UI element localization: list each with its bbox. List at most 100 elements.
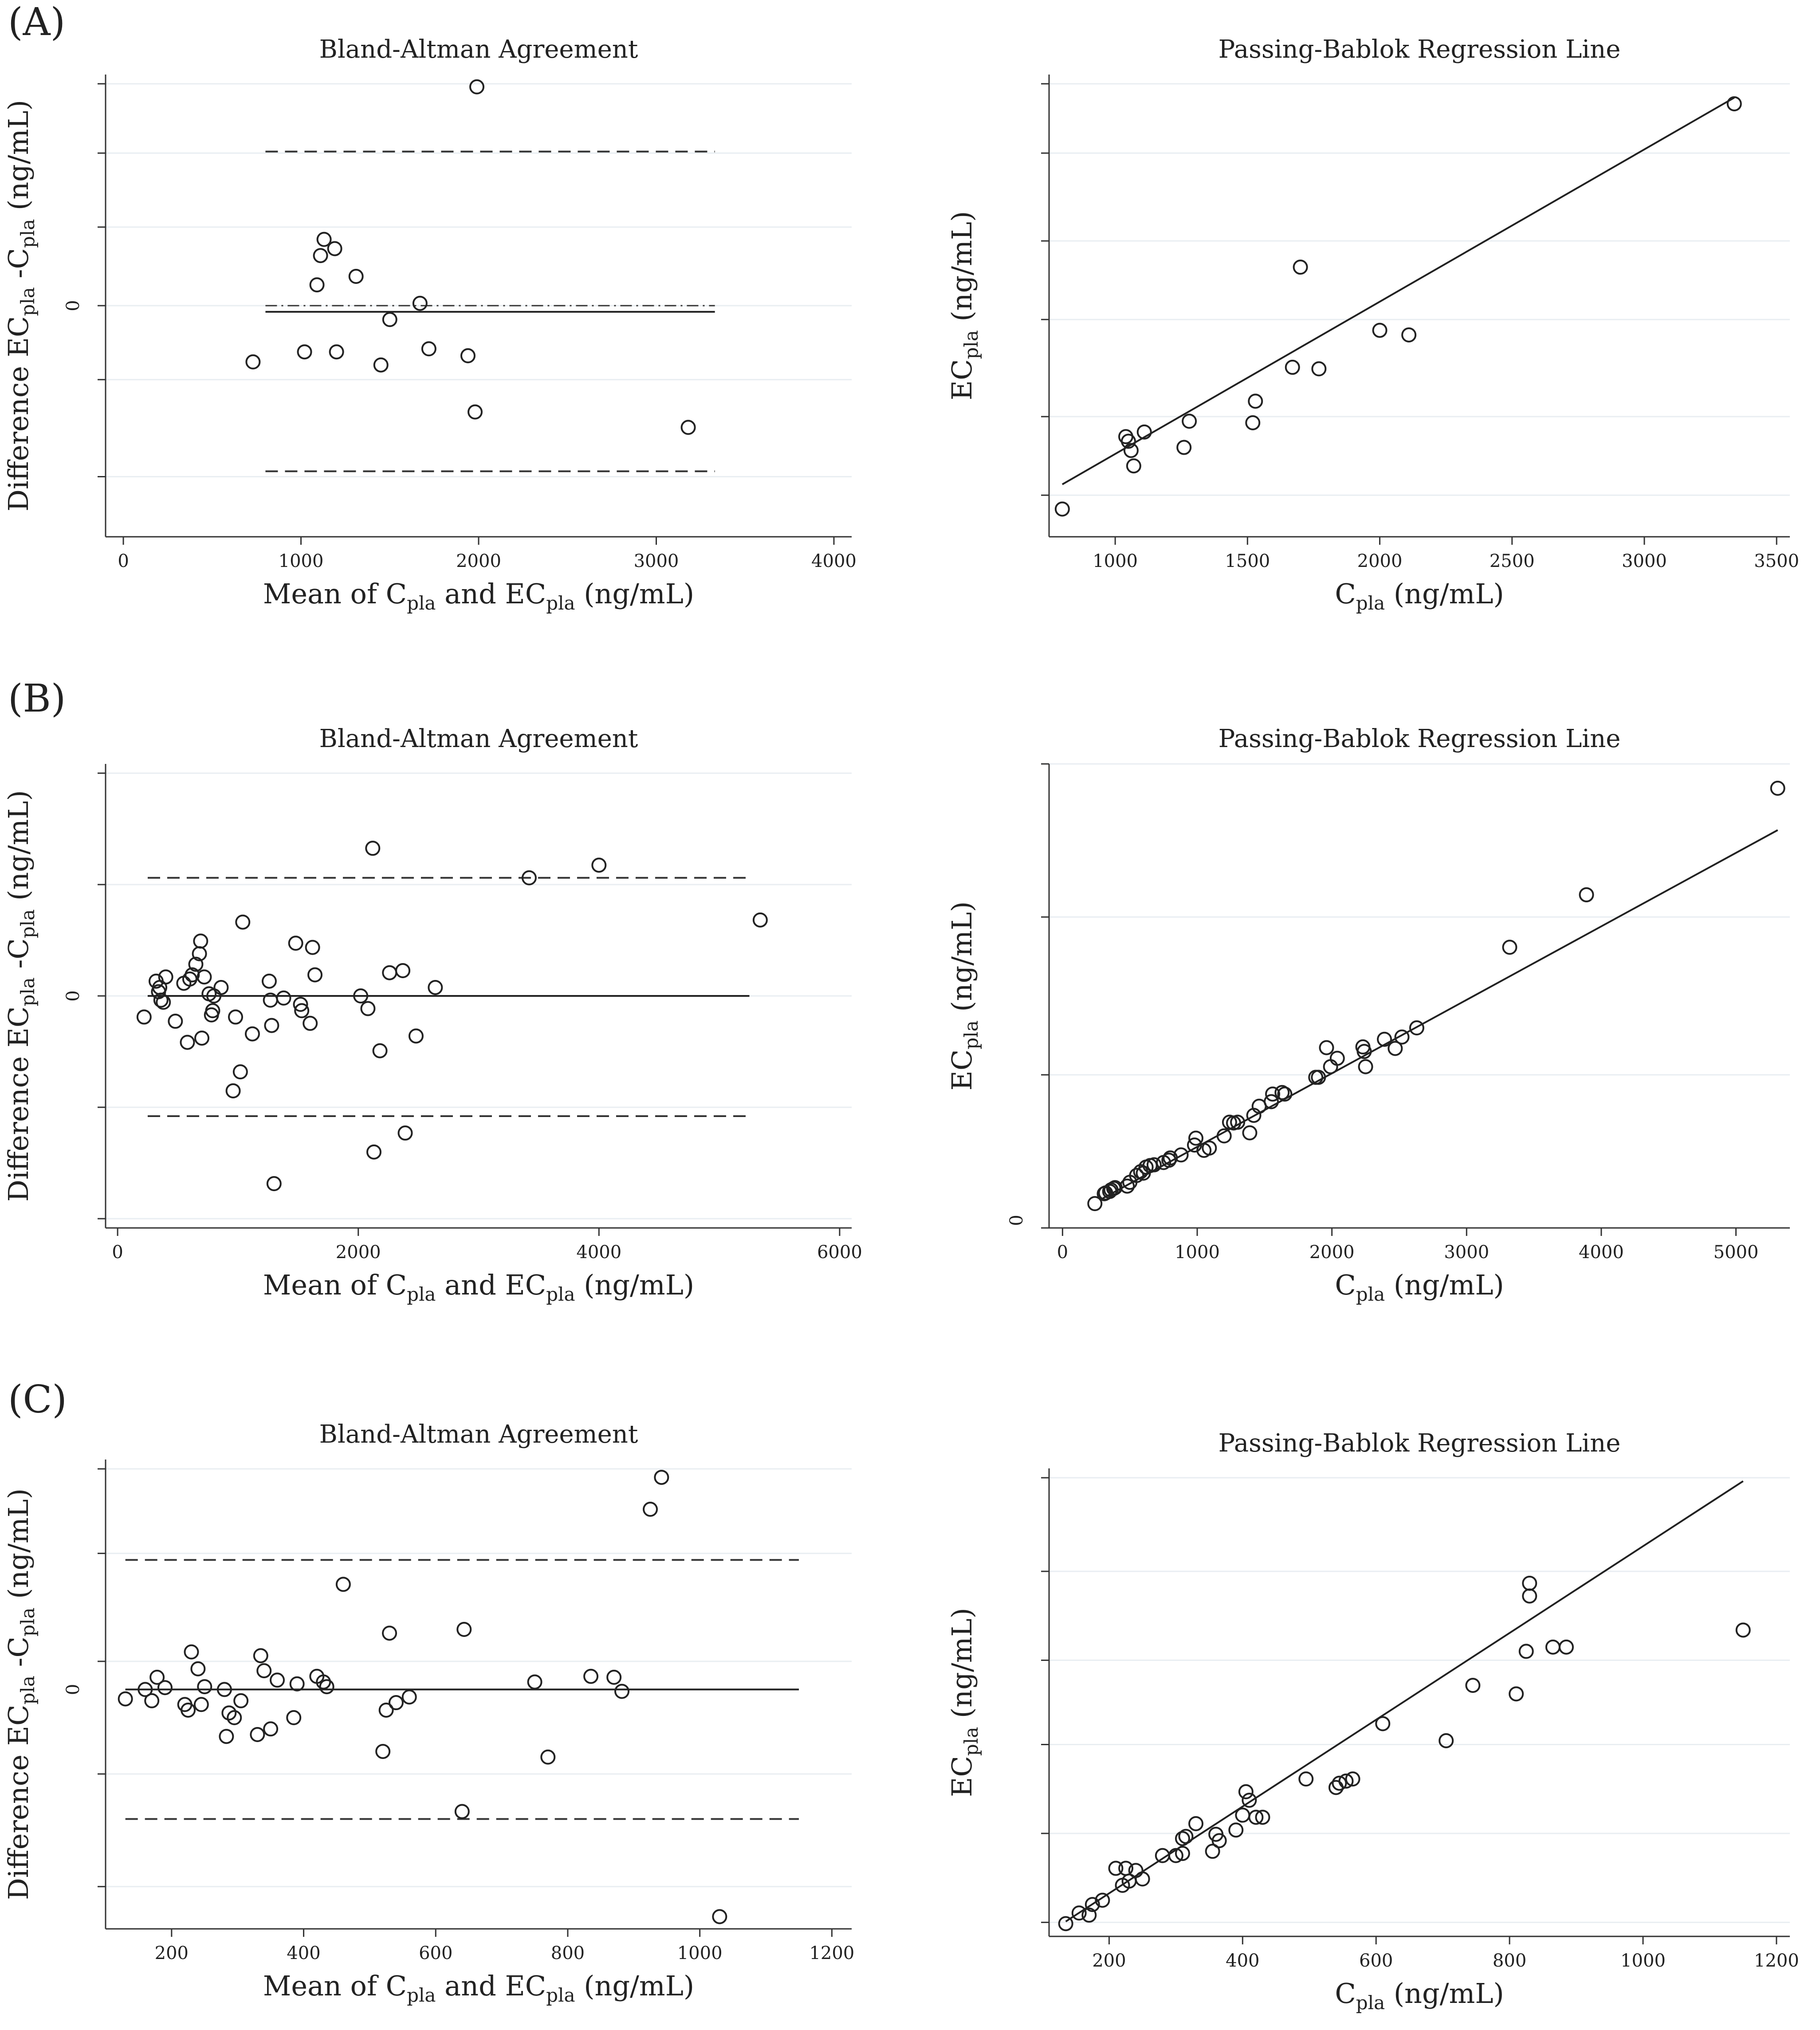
x-tick-label: 800: [551, 1943, 585, 1963]
x-axis-label: Mean of Cpla​ and ECpla​ (ng/mL): [263, 1269, 694, 1305]
data-point: [1377, 1031, 1392, 1047]
data-point: [303, 1015, 318, 1031]
x-tick-label: 200: [155, 1943, 189, 1963]
data-point: [1087, 1196, 1103, 1212]
data-point: [270, 1672, 285, 1688]
data-point: [261, 973, 277, 989]
data-point: [1522, 1588, 1537, 1604]
data-point: [1328, 1780, 1344, 1795]
data-point: [294, 1003, 310, 1019]
chart-b-bland-altman: 0 2000 4000 6000 0 Bland-Altman Agreement Mean…: [2, 724, 862, 1305]
data-point: [316, 232, 332, 247]
data-point: [1345, 1771, 1360, 1787]
y-axis-label: ECpla​ (ng/mL): [946, 1608, 982, 1797]
regression-line: [1061, 97, 1735, 485]
x-tick-label: 1000: [1093, 551, 1138, 571]
x-tick-label: 0: [118, 551, 129, 571]
panel-label-c: (C): [8, 1377, 67, 1422]
data-point: [264, 1018, 279, 1033]
data-point: [1188, 1816, 1203, 1831]
y-axis-label: Difference ECpla​ -Cpla​ (ng/mL): [2, 100, 39, 511]
data-point: [1248, 393, 1263, 409]
data-point: [335, 1577, 351, 1592]
x-tick-label: 3000: [1622, 551, 1667, 571]
data-point: [1182, 413, 1197, 429]
data-point: [233, 1693, 249, 1708]
data-point: [375, 1744, 391, 1759]
data-point: [193, 1697, 209, 1712]
data-point: [1735, 1622, 1751, 1638]
data-point: [1375, 1716, 1391, 1731]
panel-label-b: (B): [8, 677, 66, 721]
data-point: [1265, 1086, 1281, 1102]
data-point: [157, 1680, 173, 1696]
data-point: [227, 1710, 242, 1725]
x-tick-label: 0: [112, 1242, 123, 1263]
x-tick-label: 1500: [1225, 551, 1270, 571]
data-point: [184, 1644, 199, 1660]
data-point: [136, 1009, 152, 1025]
x-tick-label: 1000: [279, 551, 324, 571]
x-tick-label: 5000: [1714, 1242, 1759, 1263]
data-point: [1409, 1020, 1424, 1036]
data-point: [1394, 1029, 1410, 1045]
data-point: [158, 969, 173, 985]
chart-title: Bland-Altman Agreement: [319, 35, 638, 64]
data-point: [1311, 1070, 1326, 1085]
data-point: [643, 1502, 658, 1517]
data-point: [289, 1676, 305, 1692]
data-point: [181, 1702, 196, 1718]
data-point: [395, 963, 411, 978]
data-point: [1388, 1041, 1403, 1056]
chart-title: Passing-Bablok Regression Line: [1219, 1429, 1621, 1458]
panel-label-a: (A): [8, 0, 66, 44]
data-point: [228, 1009, 243, 1025]
x-tick-label: 600: [1359, 1951, 1393, 1971]
data-point: [1120, 433, 1136, 449]
data-point: [213, 980, 229, 995]
data-point: [614, 1684, 630, 1699]
data-point: [527, 1674, 542, 1690]
data-point: [583, 1668, 599, 1684]
data-point: [1558, 1639, 1574, 1655]
data-point: [1071, 1905, 1087, 1921]
data-point: [1509, 1686, 1524, 1702]
data-point: [1332, 1775, 1347, 1791]
data-point: [118, 1691, 133, 1707]
data-point: [225, 1083, 241, 1098]
data-point: [366, 1144, 381, 1160]
data-point: [1770, 780, 1785, 796]
data-point: [360, 1001, 376, 1016]
x-tick-label: 2000: [1309, 1242, 1355, 1263]
data-point: [276, 990, 291, 1006]
regression-line: [1102, 829, 1778, 1199]
data-point: [1372, 323, 1388, 338]
data-point: [1146, 1157, 1162, 1172]
data-point: [307, 967, 323, 983]
x-tick-label: 1000: [677, 1943, 723, 1963]
x-tick-label: 6000: [817, 1242, 862, 1263]
data-point: [1329, 1050, 1345, 1066]
data-point: [293, 997, 308, 1012]
data-point: [1168, 1848, 1183, 1863]
data-point: [454, 1804, 470, 1819]
data-point: [188, 956, 204, 972]
data-point: [149, 1669, 165, 1685]
chart-c-passing-bablok: 200 400 600 800 1000 1200 Passing-Bablok Regre…: [946, 1429, 1799, 2014]
data-point: [353, 988, 369, 1003]
data-point: [1298, 1771, 1314, 1787]
data-point: [232, 1064, 248, 1080]
data-point: [382, 312, 397, 327]
data-point: [1356, 1044, 1372, 1059]
data-point: [1202, 1140, 1217, 1156]
data-point: [1502, 940, 1517, 955]
data-point: [365, 841, 381, 856]
data-point: [1248, 1810, 1264, 1825]
x-tick-label: 800: [1493, 1951, 1526, 1971]
x-axis-label: Cpla​ (ng/mL): [1335, 578, 1504, 614]
data-point: [138, 1682, 153, 1697]
data-point: [1095, 1892, 1110, 1908]
chart-c-bland-altman: 200 400 600 800 1000 1200 0 Bland-Altman Agreem…: [2, 1420, 854, 2006]
